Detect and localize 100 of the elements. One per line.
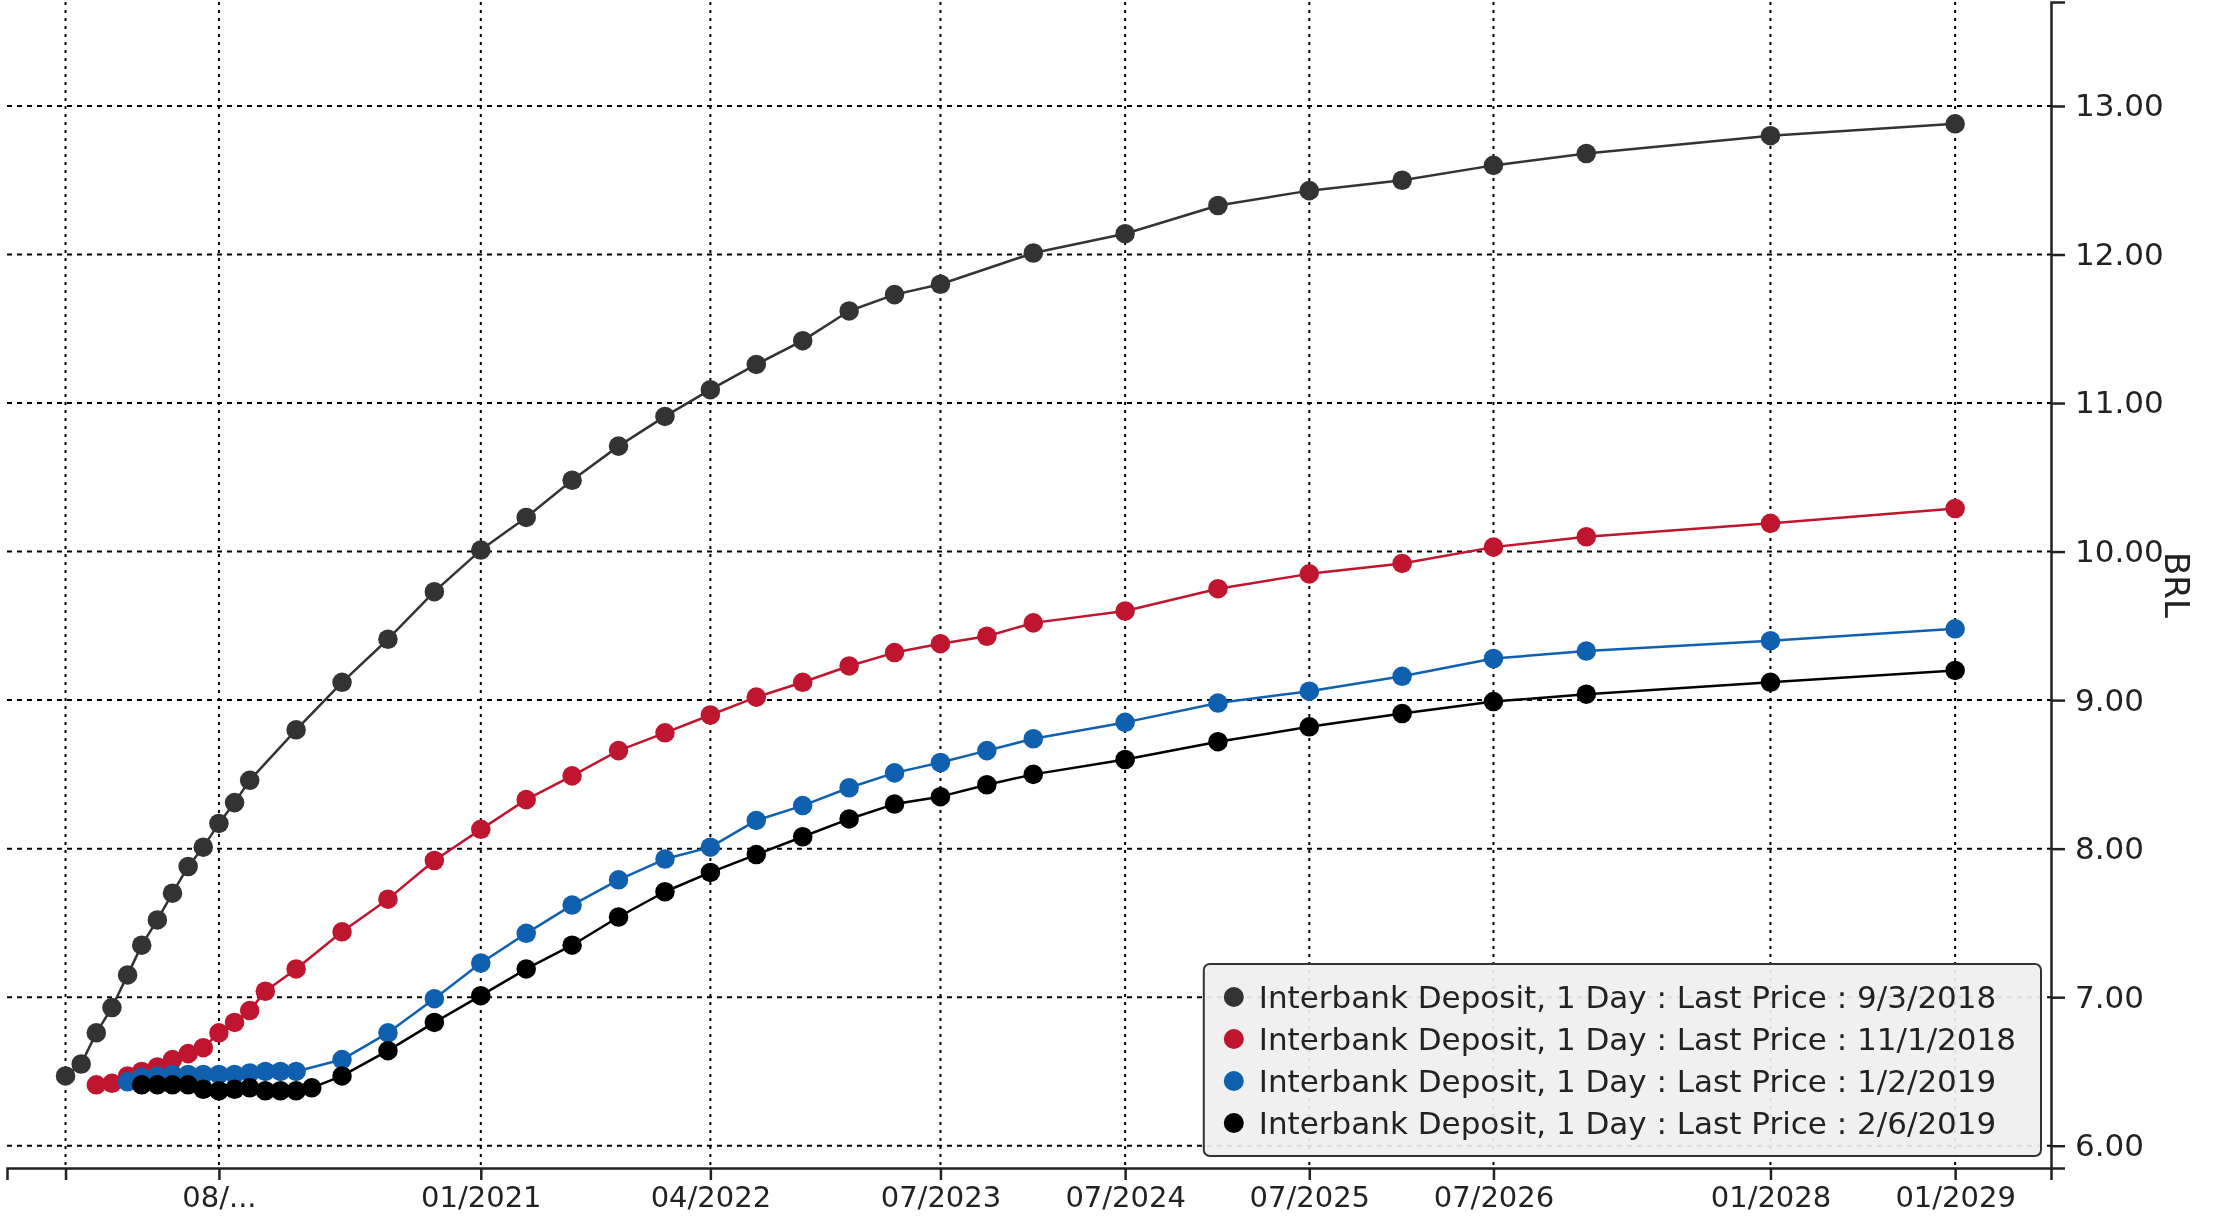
point: [286, 959, 306, 979]
x-tick-label: 07/2024: [1065, 1179, 1186, 1214]
point: [1483, 537, 1504, 557]
y-tick-label: 8.00: [2075, 830, 2145, 867]
point: [86, 1023, 107, 1043]
point: [471, 985, 491, 1006]
point: [608, 870, 629, 890]
point: [562, 766, 582, 786]
point: [471, 540, 491, 560]
point: [1208, 195, 1228, 216]
point: [655, 881, 675, 902]
point: [424, 581, 445, 602]
point: [147, 910, 168, 930]
point: [378, 1040, 398, 1061]
point: [378, 629, 398, 649]
point: [1760, 672, 1781, 693]
y-tick-label: 12.00: [2075, 235, 2164, 272]
point: [839, 301, 859, 321]
point: [608, 907, 629, 927]
point: [977, 626, 997, 646]
x-tick-label: 01/2028: [1710, 1179, 1832, 1214]
point: [117, 965, 138, 985]
point: [424, 850, 445, 871]
legend-label: Interbank Deposit, 1 Day : Last Price : 1/2/2019: [1258, 1062, 1997, 1099]
point: [516, 507, 536, 528]
y-tick-label: 6.00: [2075, 1127, 2145, 1164]
point: [792, 795, 813, 816]
point: [193, 1037, 214, 1058]
point: [930, 752, 951, 773]
point: [378, 1023, 398, 1043]
point: [1945, 619, 1965, 639]
point: [884, 642, 905, 663]
point: [839, 809, 859, 829]
point: [700, 837, 721, 857]
point: [239, 770, 260, 791]
point: [1115, 223, 1135, 244]
point: [224, 792, 245, 813]
point: [884, 794, 905, 814]
point: [1483, 691, 1504, 712]
point: [562, 470, 582, 491]
point: [301, 1078, 322, 1098]
point: [884, 763, 905, 783]
point: [1392, 553, 1412, 574]
point: [378, 889, 398, 909]
point: [1023, 764, 1044, 785]
point: [332, 922, 352, 942]
point: [608, 740, 629, 761]
point: [1945, 660, 1965, 681]
point: [178, 856, 198, 877]
point: [178, 1043, 198, 1064]
point: [1023, 728, 1044, 749]
point: [471, 819, 491, 840]
point: [1299, 180, 1320, 201]
point: [930, 633, 951, 654]
point: [1208, 693, 1228, 713]
point: [516, 789, 536, 810]
x-tick-label: 08/...: [182, 1179, 257, 1214]
point: [1576, 526, 1597, 547]
point: [424, 988, 445, 1009]
point: [131, 935, 152, 955]
point: [516, 923, 536, 944]
point: [1760, 513, 1781, 534]
point: [1576, 641, 1597, 661]
point: [286, 720, 306, 740]
x-tick-label: 07/2026: [1433, 1179, 1555, 1214]
point: [839, 778, 859, 798]
point: [746, 354, 767, 375]
point: [792, 672, 813, 693]
point: [746, 687, 767, 707]
point: [1023, 243, 1044, 263]
point: [1945, 498, 1965, 519]
point: [608, 436, 629, 456]
point: [1483, 155, 1504, 176]
legend-label: Interbank Deposit, 1 Day : Last Price : 9/3/2018: [1258, 978, 1997, 1015]
point: [655, 849, 675, 869]
point: [746, 810, 767, 831]
point: [562, 935, 582, 955]
point: [332, 1049, 352, 1070]
legend-label: Interbank Deposit, 1 Day : Last Price : 11/1/2018: [1258, 1020, 2016, 1057]
point: [930, 786, 951, 807]
point: [1392, 703, 1412, 724]
point: [1299, 681, 1320, 701]
point: [471, 953, 491, 973]
point: [1392, 666, 1412, 687]
point: [1392, 170, 1412, 190]
y-tick-label: 9.00: [2075, 681, 2145, 718]
point: [193, 837, 214, 857]
point: [977, 775, 997, 795]
point: [255, 981, 276, 1001]
legend-label: Interbank Deposit, 1 Day : Last Price : 2/6/2019: [1258, 1104, 1997, 1141]
point: [102, 997, 122, 1018]
y-tick-label: 7.00: [2075, 978, 2145, 1015]
x-tick-label: 07/2023: [880, 1179, 1002, 1214]
x-tick-label: 04/2022: [650, 1179, 772, 1214]
point: [1208, 731, 1228, 752]
point: [655, 723, 675, 743]
y-tick-label: 13.00: [2075, 87, 2164, 124]
point: [239, 1000, 260, 1021]
point: [884, 284, 905, 305]
point: [1483, 648, 1504, 669]
